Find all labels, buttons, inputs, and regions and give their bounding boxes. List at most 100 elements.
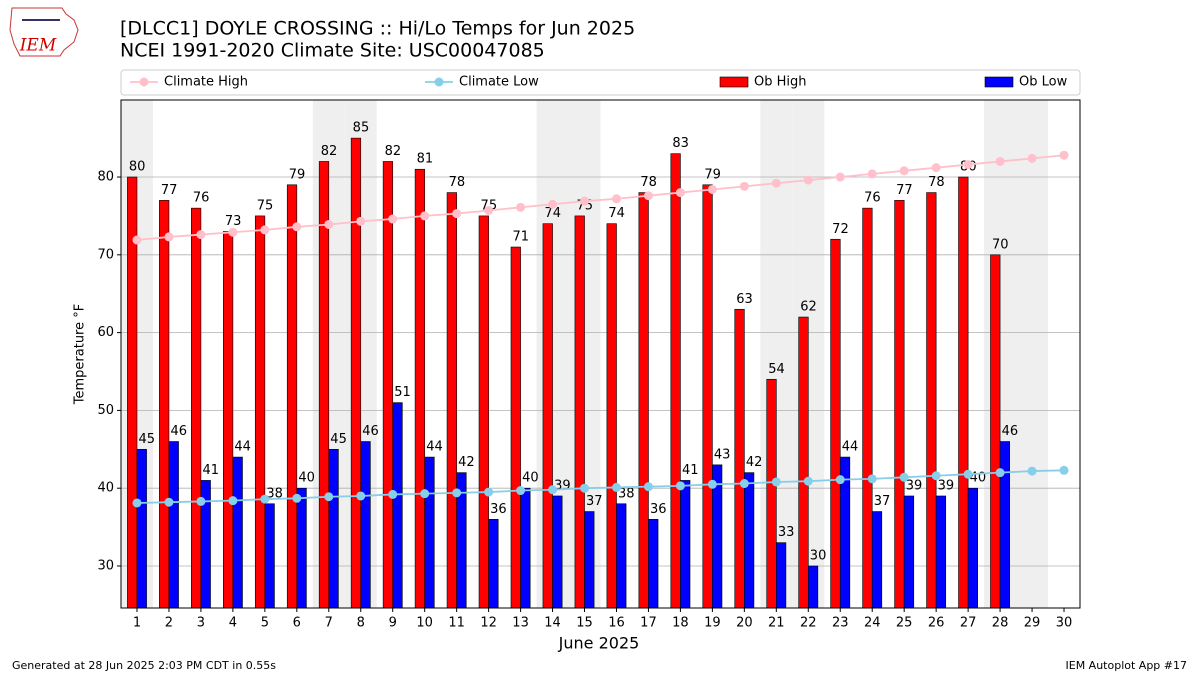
- value-label: 46: [170, 424, 187, 439]
- line-marker: [484, 487, 494, 497]
- x-tick-label: 18: [672, 616, 689, 631]
- value-label: 75: [257, 198, 274, 213]
- legend-marker: [434, 77, 444, 87]
- legend-label: Ob High: [754, 75, 807, 90]
- bar: [574, 215, 585, 609]
- line-marker: [452, 488, 462, 498]
- bar: [520, 487, 531, 609]
- x-tick-label: 27: [960, 616, 977, 631]
- bar: [680, 480, 691, 609]
- line-marker: [1059, 150, 1069, 160]
- legend-marker: [139, 77, 149, 87]
- bar: [935, 495, 947, 609]
- line-marker: [132, 498, 142, 508]
- line-marker: [643, 191, 653, 201]
- line-marker: [835, 475, 845, 485]
- value-label: 74: [608, 206, 625, 221]
- line-marker: [835, 172, 845, 182]
- x-tick-label: 1: [133, 616, 141, 631]
- line: [136, 469, 1065, 504]
- x-tick-label: 7: [325, 616, 333, 631]
- line-marker: [324, 219, 334, 229]
- line-marker: [899, 166, 909, 176]
- x-axis-label: June 2025: [558, 634, 640, 653]
- value-label: 33: [778, 525, 795, 540]
- x-tick-label: 19: [704, 616, 721, 631]
- bar: [606, 223, 617, 609]
- value-label: 46: [362, 424, 379, 439]
- y-tick-label: 40: [97, 481, 114, 496]
- line-marker: [611, 194, 621, 204]
- value-label: 41: [682, 463, 699, 478]
- line-marker: [260, 225, 270, 235]
- line-marker: [707, 479, 717, 489]
- value-label: 80: [129, 160, 146, 175]
- bar: [296, 487, 307, 609]
- line-marker: [771, 477, 781, 487]
- line-marker: [707, 184, 717, 194]
- bar: [191, 207, 202, 609]
- bar: [766, 378, 777, 609]
- bar: [264, 503, 275, 609]
- bar: [967, 487, 979, 609]
- value-label: 63: [736, 292, 753, 307]
- value-label: 40: [298, 471, 315, 486]
- x-tick-label: 17: [640, 616, 657, 631]
- value-label: 81: [417, 152, 434, 167]
- bar: [552, 495, 563, 609]
- value-label: 44: [842, 440, 859, 455]
- bar: [360, 441, 371, 609]
- value-label: 37: [586, 494, 603, 509]
- logo: IEM: [9, 7, 79, 57]
- legend-label: Climate High: [164, 75, 248, 90]
- x-tick-label: 23: [832, 616, 849, 631]
- x-tick-label: 3: [197, 616, 205, 631]
- weekend-shade: [1016, 100, 1049, 608]
- x-tick-label: 15: [576, 616, 593, 631]
- line-marker: [963, 469, 973, 479]
- bar: [648, 519, 659, 609]
- bar: [830, 238, 841, 609]
- bar: [136, 448, 147, 609]
- line-marker: [420, 211, 430, 221]
- bar: [744, 472, 755, 609]
- y-axis-label: Temperature °F: [73, 304, 88, 405]
- line-marker: [803, 175, 813, 185]
- line-marker: [260, 494, 270, 504]
- bar: [798, 316, 809, 609]
- line-marker: [292, 222, 302, 232]
- line-marker: [132, 235, 142, 245]
- bar: [510, 246, 521, 609]
- line-marker: [1059, 465, 1069, 475]
- line-marker: [739, 479, 749, 489]
- bar: [638, 192, 649, 609]
- value-label: 77: [896, 183, 913, 198]
- line-marker: [388, 489, 398, 499]
- value-label: 82: [385, 144, 402, 159]
- bar: [702, 184, 713, 609]
- value-label: 73: [225, 214, 242, 229]
- value-label: 78: [449, 175, 466, 190]
- bar: [807, 565, 819, 609]
- bar: [232, 456, 243, 609]
- line-marker: [675, 481, 685, 491]
- line-marker: [931, 471, 941, 481]
- value-label: 46: [1002, 424, 1019, 439]
- bar: [999, 441, 1010, 609]
- line-marker: [516, 202, 526, 212]
- footer-left: Generated at 28 Jun 2025 2:03 PM CDT in …: [12, 659, 276, 672]
- line-marker: [1027, 153, 1037, 163]
- line-marker: [611, 482, 621, 492]
- y-tick-label: 50: [97, 403, 114, 418]
- bar: [958, 176, 969, 609]
- line-marker: [484, 205, 494, 215]
- line: [136, 154, 1065, 241]
- plot-frame: [120, 99, 1081, 609]
- value-label: 78: [928, 175, 945, 190]
- legend-swatch: [984, 76, 1014, 88]
- value-label: 37: [874, 494, 891, 509]
- legend-label: Ob Low: [1019, 75, 1068, 90]
- line-marker: [739, 181, 749, 191]
- bar: [616, 503, 627, 609]
- x-tick-label: 20: [736, 616, 753, 631]
